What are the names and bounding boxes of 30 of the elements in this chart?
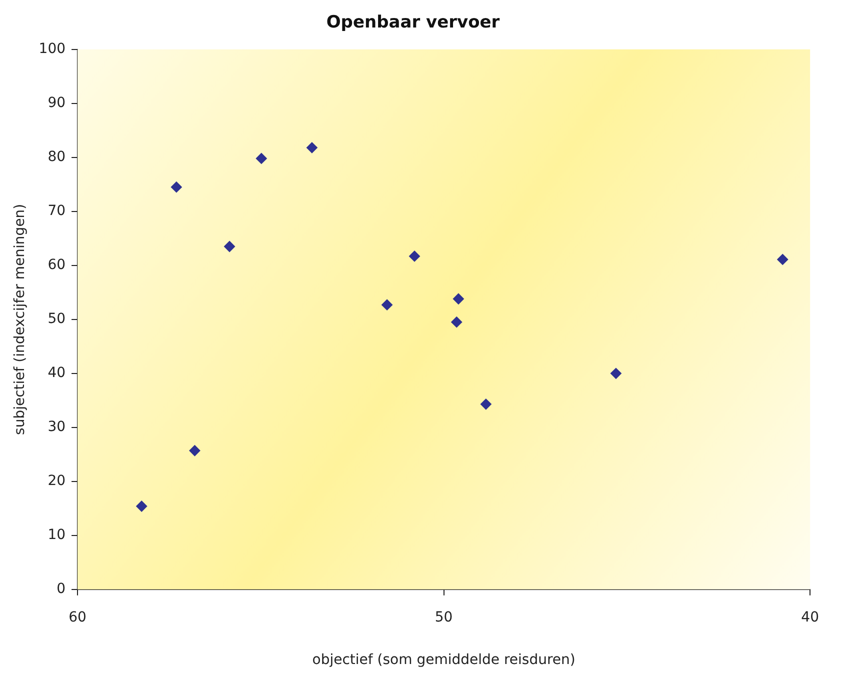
- point: [189, 445, 200, 456]
- point: [480, 398, 492, 410]
- x-axis-title: objectief (som gemiddelde reisduren): [312, 652, 576, 668]
- point: [409, 250, 420, 262]
- y-tick-label: 60: [48, 257, 66, 274]
- point: [224, 241, 236, 252]
- point: [451, 316, 462, 328]
- point: [610, 368, 622, 379]
- chart-title: Openbaar vervoer: [326, 12, 500, 33]
- y-tick-label: 50: [48, 311, 66, 328]
- point: [170, 182, 182, 193]
- point: [256, 152, 267, 164]
- y-tick-label: 40: [48, 365, 66, 382]
- y-tick-label: 0: [56, 581, 66, 598]
- y-tick-label: 70: [48, 203, 66, 220]
- y-tick-label: 30: [48, 419, 66, 436]
- y-tick-label: 80: [48, 149, 66, 166]
- point: [306, 142, 318, 154]
- point: [382, 299, 393, 310]
- y-axis-title: subjectief (indexcijfer meningen): [12, 204, 28, 435]
- point: [777, 254, 788, 265]
- y-tick-label: 100: [38, 41, 66, 58]
- x-tick-label: 40: [801, 609, 820, 626]
- y-tick-label: 10: [48, 527, 66, 544]
- x-tick-label: 60: [68, 609, 86, 626]
- y-tick-label: 20: [48, 473, 66, 490]
- x-tick-label: 50: [434, 609, 453, 626]
- y-tick-label: 90: [48, 95, 66, 112]
- point: [452, 293, 464, 304]
- point: [136, 500, 148, 512]
